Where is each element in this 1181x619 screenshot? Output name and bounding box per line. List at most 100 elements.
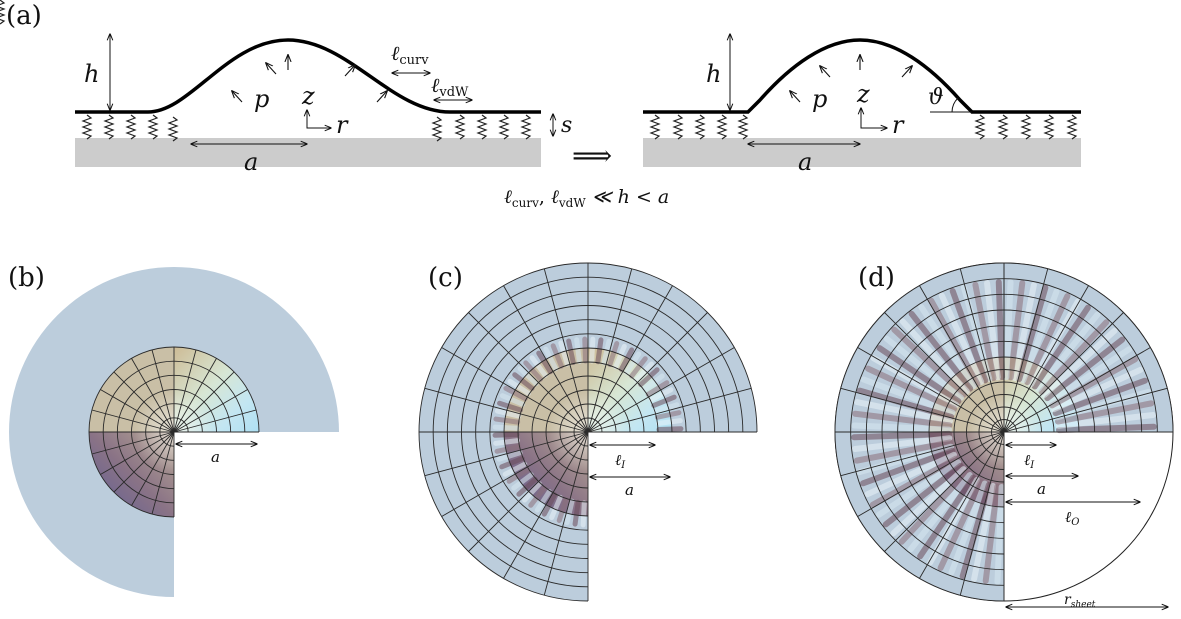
wrinkle-band — [851, 435, 953, 452]
wrinkle-band — [1020, 288, 1060, 384]
wrinkle-band — [938, 292, 985, 385]
wrinkle-band — [869, 455, 959, 508]
r-label-right: r — [892, 111, 905, 139]
grid-spoke — [1056, 312, 1124, 380]
wrinkle-band — [1028, 298, 1081, 388]
grid-spoke — [173, 409, 257, 433]
grid-spoke — [545, 359, 589, 433]
wrinkle-band — [589, 336, 596, 364]
grid-spoke — [950, 431, 1005, 486]
wrinkle-band — [891, 326, 967, 398]
grid-spoke — [173, 349, 197, 433]
a-label-left: a — [244, 148, 258, 176]
wrinkle-band — [572, 499, 581, 527]
grid-spoke — [884, 484, 952, 552]
wrinkle-band — [1053, 388, 1152, 421]
wrinkle-band — [550, 343, 564, 369]
grid-spoke — [1022, 268, 1049, 360]
wrinkle-band — [984, 279, 1001, 381]
wrinkle-band — [607, 341, 620, 367]
grid-spoke — [919, 285, 967, 368]
wrinkle-band — [860, 376, 956, 416]
wrinkle-band — [1011, 282, 1037, 382]
r-label-left: r — [336, 111, 349, 139]
wrinkle-band — [549, 494, 563, 521]
z-label-right: z — [856, 80, 870, 108]
wrinkle-band — [1052, 377, 1148, 417]
a-label-right: a — [798, 148, 812, 176]
wrinkles-c — [492, 336, 684, 528]
wrinkle-band — [948, 480, 988, 576]
wrinkle-band — [564, 498, 575, 526]
wrinkle-band — [541, 492, 558, 517]
lvdw-label: ℓvdW — [431, 73, 469, 100]
wrinkle-band — [503, 385, 528, 402]
wrinkle-band — [899, 318, 970, 395]
wrinkle-band — [492, 431, 520, 438]
wrinkle-band — [1055, 412, 1157, 429]
wrinkle-band — [1049, 356, 1139, 409]
a-label-c: a — [625, 481, 634, 499]
theta-arc — [951, 97, 959, 113]
grid-spoke — [151, 349, 175, 433]
grid-spoke — [468, 491, 529, 552]
sheet-profile-left — [75, 38, 541, 114]
wrinkle-band — [580, 500, 587, 528]
wrinkle-band — [517, 366, 539, 387]
lI-label-c: ℓI — [615, 451, 626, 471]
wrinkle-band — [1054, 400, 1155, 425]
grid-spoke — [840, 450, 932, 477]
wrinkle-band — [959, 481, 992, 580]
grid-spoke — [91, 431, 175, 455]
grid-spoke — [884, 312, 952, 380]
panel-d-label: (d) — [858, 263, 895, 293]
bulge-grid-b — [88, 346, 260, 518]
wrinkles-d — [851, 279, 1157, 585]
panel-a: (a) h — [0, 0, 1081, 210]
wrinkle-band — [497, 400, 523, 413]
wrinkle-band — [853, 439, 954, 464]
grid-spoke — [966, 431, 1005, 498]
wrinkle-band — [494, 444, 522, 454]
wrinkle-band — [864, 451, 957, 498]
grid-spoke — [1003, 394, 1070, 433]
panel-c-label: (c) — [428, 263, 463, 293]
wrinkle-band — [574, 337, 582, 365]
a-label-d: a — [1037, 480, 1046, 498]
panel-c: (c) ℓI a — [418, 262, 758, 602]
grid-spoke — [528, 431, 589, 492]
grid-spoke — [543, 268, 567, 351]
wrinkle-band — [851, 430, 953, 441]
wrinkle-band — [653, 402, 680, 414]
wrinkle-band — [492, 424, 520, 431]
grid-spoke — [100, 431, 175, 475]
grid-spoke — [1003, 378, 1058, 433]
wrinkle-band — [656, 426, 684, 433]
grid-d — [834, 262, 1174, 602]
substrate-left — [75, 138, 541, 167]
schematic-right: h p z r a ϑ — [643, 34, 1081, 176]
grid-spoke — [113, 371, 175, 433]
wrinkle-band — [502, 461, 528, 477]
grid-c — [418, 262, 758, 602]
grid-spoke — [1068, 347, 1151, 395]
wrinkle-band — [1044, 336, 1126, 402]
grid-spoke — [151, 431, 175, 515]
wrinkle-band — [543, 346, 559, 372]
wrinkle-band — [1055, 423, 1157, 434]
wrinkle-band — [507, 378, 531, 396]
grid-spoke — [857, 347, 940, 395]
wrinkle-band — [918, 303, 977, 390]
wrinkle-band — [582, 336, 589, 364]
grid-spoke — [545, 431, 589, 505]
grid-spoke — [984, 359, 1005, 433]
grid-spoke — [984, 431, 1005, 505]
grid-spoke — [468, 312, 529, 373]
pressure-arrows-left — [232, 55, 387, 103]
wrinkle-band — [882, 462, 964, 528]
wrinkle-band — [852, 410, 953, 429]
wrinkle-band — [512, 372, 535, 391]
wrinkle-band — [928, 297, 981, 387]
wrinkle-band — [907, 472, 973, 553]
wrinkle-band — [556, 497, 569, 523]
